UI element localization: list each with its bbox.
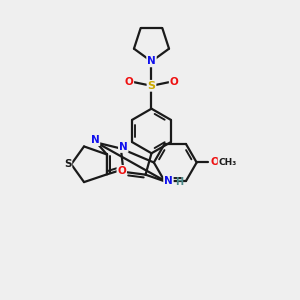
Text: N: N [91, 135, 99, 145]
Text: O: O [124, 77, 133, 87]
Text: S: S [64, 159, 71, 169]
Text: CH₃: CH₃ [218, 158, 236, 167]
Text: N: N [164, 176, 173, 186]
Text: S: S [148, 81, 155, 91]
Text: O: O [210, 158, 219, 167]
Text: O: O [170, 77, 178, 87]
Text: N: N [119, 142, 128, 152]
Text: H: H [176, 176, 184, 187]
Text: N: N [147, 56, 156, 66]
Text: O: O [117, 166, 126, 176]
